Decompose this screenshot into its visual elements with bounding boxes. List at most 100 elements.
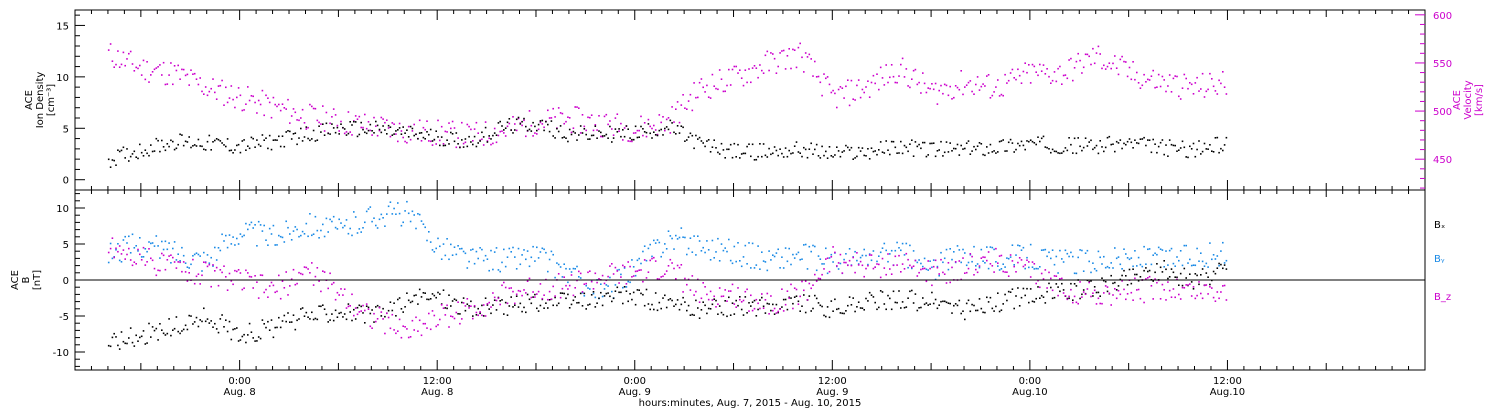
velocity-point	[680, 104, 683, 106]
by-point	[975, 265, 977, 267]
bz-point	[931, 284, 933, 287]
bz-point	[839, 253, 842, 256]
bx-point	[179, 332, 181, 335]
bx-point	[841, 312, 844, 315]
bz-point	[204, 261, 207, 264]
density-point	[836, 146, 838, 148]
by-point	[1218, 264, 1220, 267]
density-point	[603, 135, 606, 137]
velocity-point	[380, 116, 383, 119]
by-point	[407, 212, 410, 215]
by-point	[753, 267, 756, 269]
bz-point	[909, 264, 911, 267]
bx-point	[534, 293, 536, 296]
density-point	[186, 141, 189, 143]
bz-point	[1050, 277, 1052, 280]
by-point	[1150, 263, 1153, 266]
velocity-point	[1055, 80, 1058, 83]
bz-point	[976, 271, 979, 274]
bz-point	[150, 257, 152, 260]
velocity-point	[971, 90, 973, 93]
by-point	[1212, 254, 1215, 256]
density-point	[967, 140, 970, 142]
by-point	[1070, 251, 1072, 254]
bz-point	[1088, 281, 1090, 284]
bx-point	[945, 301, 948, 304]
bx-point	[1123, 269, 1125, 272]
by-point	[181, 246, 183, 249]
density-point	[1029, 139, 1032, 141]
bx-point	[865, 297, 867, 300]
velocity-point	[706, 84, 708, 87]
bx-point	[958, 299, 961, 302]
bx-point	[940, 300, 942, 303]
top-ylabel-line-3: [cm⁻³]	[46, 84, 57, 116]
bz-point	[799, 295, 801, 298]
velocity-point	[274, 103, 276, 106]
by-point	[1046, 255, 1048, 258]
bx-point	[596, 302, 598, 304]
velocity-point	[647, 118, 650, 121]
velocity-point	[272, 96, 275, 99]
density-point	[865, 155, 867, 157]
velocity-point	[173, 65, 176, 67]
velocity-point	[907, 85, 909, 87]
by-point	[241, 235, 244, 238]
velocity-point	[781, 50, 783, 52]
density-point	[142, 155, 145, 157]
bz-point	[311, 262, 313, 264]
density-point	[439, 144, 441, 147]
bx-point	[336, 316, 339, 318]
by-point	[1223, 262, 1226, 264]
velocity-point	[1088, 55, 1090, 58]
density-point	[1157, 145, 1160, 148]
bx-point	[622, 302, 624, 305]
bz-point	[1134, 277, 1136, 280]
bx-point	[217, 331, 220, 334]
density-point	[592, 134, 595, 137]
bz-point	[832, 246, 834, 248]
bx-point	[711, 303, 714, 306]
by-point	[669, 235, 672, 237]
top-panel-points	[107, 42, 1228, 168]
by-point	[881, 247, 884, 249]
density-point	[700, 140, 703, 142]
by-point	[804, 243, 807, 246]
bx-point	[728, 296, 730, 299]
velocity-point	[887, 81, 889, 84]
bx-point	[698, 317, 701, 319]
velocity-point	[1061, 83, 1063, 85]
bx-point	[594, 306, 597, 308]
by-point	[766, 269, 769, 272]
bz-point	[362, 304, 364, 307]
bz-point	[256, 281, 258, 283]
density-point	[426, 131, 428, 133]
density-point	[782, 156, 785, 158]
bx-point	[982, 311, 984, 314]
velocity-point	[482, 144, 485, 146]
velocity-point	[354, 115, 357, 117]
bx-point	[305, 311, 308, 314]
bz-point	[1216, 291, 1219, 293]
velocity-point	[331, 116, 333, 118]
bz-point	[1143, 301, 1145, 304]
by-point	[932, 259, 935, 261]
bz-point	[709, 290, 712, 293]
time-tick-label: 12:00	[423, 376, 452, 387]
by-point	[717, 237, 719, 240]
velocity-point	[161, 74, 163, 76]
bz-point	[298, 271, 300, 274]
by-point	[393, 207, 395, 210]
by-point	[139, 237, 141, 239]
bz-point	[360, 310, 362, 312]
bx-point	[927, 304, 929, 306]
bz-point	[911, 266, 913, 269]
velocity-point	[203, 93, 205, 95]
by-point	[232, 236, 234, 238]
bx-point	[109, 345, 112, 348]
velocity-point	[519, 122, 522, 124]
density-point	[329, 133, 331, 135]
by-point	[159, 257, 161, 259]
bz-point	[479, 311, 481, 313]
bz-point	[662, 275, 664, 278]
